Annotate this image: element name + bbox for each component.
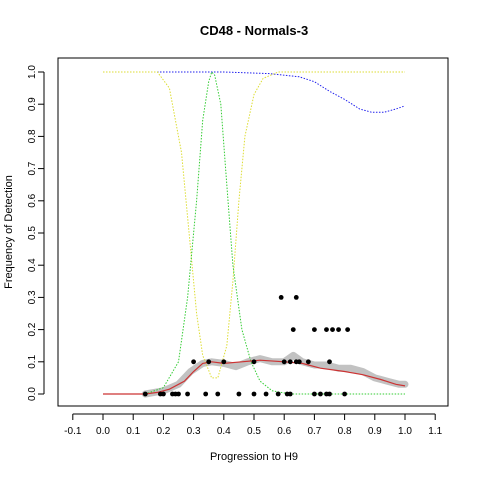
fitted-line <box>103 359 406 395</box>
series-layer <box>103 71 409 398</box>
data-point <box>275 391 281 397</box>
data-point <box>251 391 257 397</box>
data-point <box>287 391 293 397</box>
data-point <box>342 391 347 397</box>
x-tick-label: 0.1 <box>126 426 140 437</box>
y-tick-label: 0.1 <box>27 354 38 368</box>
data-point <box>203 391 209 397</box>
probability-curve <box>103 71 406 113</box>
plot-frame <box>57 57 449 407</box>
data-point <box>345 327 351 332</box>
y-tick-label: 0.4 <box>27 258 38 272</box>
data-point <box>327 391 332 397</box>
data-point <box>312 391 317 397</box>
data-point <box>290 327 296 332</box>
data-point <box>287 359 293 365</box>
y-axis: 0.0 0.1 0.2 0.3 0.4 0.5 0.6 0.7 0.8 0.9 1.0 <box>27 65 45 401</box>
data-point <box>336 327 341 332</box>
y-tick-label: 0.5 <box>27 226 38 240</box>
data-point <box>296 359 302 365</box>
y-tick-label: 0.0 <box>27 387 38 401</box>
data-point <box>281 359 287 365</box>
data-point <box>318 391 323 397</box>
data-point <box>293 295 299 300</box>
y-tick-label: 0.2 <box>27 322 38 336</box>
y-axis-label: Frequency of Detection <box>3 175 15 289</box>
y-tick-label: 1.0 <box>27 65 38 79</box>
x-tick-label: -0.1 <box>64 426 82 437</box>
x-tick-label: 0.2 <box>156 426 170 437</box>
probability-curve <box>103 71 405 395</box>
data-point <box>215 391 221 397</box>
y-tick-label: 0.3 <box>27 290 38 304</box>
data-point <box>191 359 197 365</box>
data-point <box>324 327 329 332</box>
data-point <box>206 359 212 365</box>
x-tick-label: 0.5 <box>247 426 261 437</box>
data-point <box>278 295 284 300</box>
data-point <box>221 359 227 365</box>
y-tick-label: 0.8 <box>27 129 38 143</box>
x-tick-label: 0.9 <box>368 426 382 437</box>
y-tick-label: 0.7 <box>27 161 38 175</box>
data-point <box>161 391 166 397</box>
x-tick-label: 1.1 <box>428 426 442 437</box>
x-tick-label: 0.8 <box>338 426 352 437</box>
chart-title: CD48 - Normals-3 <box>200 23 308 38</box>
data-point <box>142 391 148 397</box>
y-tick-label: 0.6 <box>27 193 38 207</box>
data-point <box>305 359 311 365</box>
x-axis-label: Progression to H9 <box>210 451 298 463</box>
x-tick-label: 0.6 <box>277 426 291 437</box>
data-point <box>176 391 181 397</box>
data-point <box>330 327 335 332</box>
data-point <box>251 359 257 365</box>
data-point <box>327 359 332 365</box>
data-point <box>312 327 317 332</box>
data-point <box>236 391 242 397</box>
data-point <box>263 391 269 397</box>
data-point <box>185 391 190 397</box>
y-tick-label: 0.9 <box>27 97 38 111</box>
probability-curve <box>103 71 405 379</box>
x-tick-label: 1.0 <box>398 426 412 437</box>
x-tick-label: 0.0 <box>96 426 110 437</box>
x-tick-label: 0.7 <box>307 426 321 437</box>
x-tick-label: 0.4 <box>217 426 231 437</box>
x-tick-label: 0.3 <box>187 426 201 437</box>
x-axis: -0.1 0.0 0.1 0.2 0.3 0.4 0.5 0.6 0.7 0.8 0.9 1.0 1.1 <box>64 413 443 437</box>
